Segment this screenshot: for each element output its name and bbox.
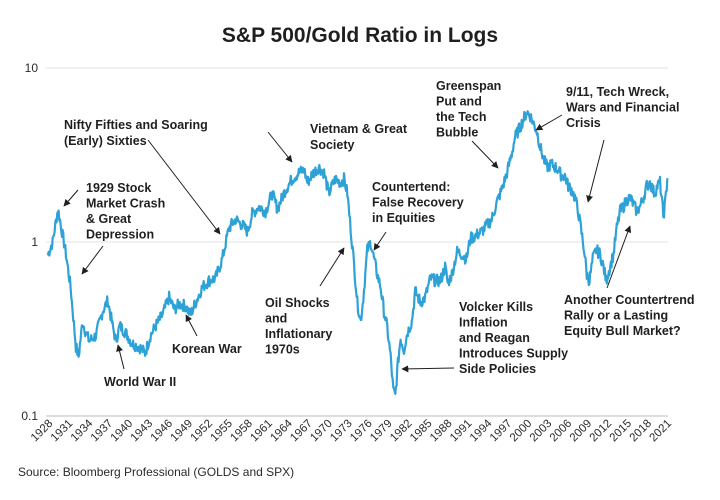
series-line-sp500-gold-ratio xyxy=(46,110,669,395)
x-tick-label: 1979 xyxy=(368,418,395,445)
y-axis: 10 1 0.1 xyxy=(21,61,38,423)
x-tick-label: 1964 xyxy=(268,417,295,444)
annotation-text: Oil Shocks and Inflationary 1970s xyxy=(265,296,336,357)
x-tick-label: 2006 xyxy=(548,418,575,445)
x-tick-label: 2009 xyxy=(568,418,595,445)
x-tick-label: 1940 xyxy=(109,418,136,445)
annotation-arrow xyxy=(401,365,455,373)
series-layer xyxy=(46,110,669,395)
annotation-arrow xyxy=(373,231,387,251)
x-axis: 1928193119341937194019431946194919521955… xyxy=(29,417,674,444)
x-tick-label: 2018 xyxy=(628,418,655,445)
annotation-text: World War II xyxy=(104,375,176,389)
x-tick-label: 1949 xyxy=(169,418,196,445)
x-tick-label: 1931 xyxy=(49,418,76,445)
annotation-nine-eleven: 9/11, Tech Wreck, Wars and Financial Cri… xyxy=(535,85,683,203)
grid xyxy=(46,67,668,417)
x-tick-label: 2021 xyxy=(648,418,675,445)
x-tick-label: 2015 xyxy=(608,418,635,445)
annotation-text: Korean War xyxy=(172,342,242,356)
y-tick-label: 0.1 xyxy=(21,409,38,423)
annotation-text: 1929 Stock Market Crash & Great Depressi… xyxy=(86,181,169,242)
annotation-korean-war: Korean War xyxy=(172,314,242,356)
annotation-volcker: Volcker Kills Inflation and Reagan Intro… xyxy=(401,300,572,376)
annotation-arrow xyxy=(63,189,79,207)
annotation-arrow xyxy=(471,140,499,169)
annotation-arrow xyxy=(535,114,563,131)
annotation-countertrend: Countertend: False Recovery in Equities xyxy=(372,180,467,251)
annotation-text: Another Countertrend Rally or a Lasting … xyxy=(564,293,698,338)
x-tick-label: 1988 xyxy=(428,418,455,445)
x-tick-label: 1955 xyxy=(208,418,235,445)
y-tick-label: 1 xyxy=(31,235,38,249)
annotation-arrow xyxy=(319,247,345,287)
annotation-vietnam: Vietnam & Great Society xyxy=(267,122,411,163)
annotation-text: Volcker Kills Inflation and Reagan Intro… xyxy=(459,300,572,376)
annotation-oil-shocks: Oil Shocks and Inflationary 1970s xyxy=(265,247,345,357)
x-tick-label: 1982 xyxy=(388,418,415,445)
annotation-text: Countertend: False Recovery in Equities xyxy=(372,180,467,225)
chart-title: S&P 500/Gold Ratio in Logs xyxy=(222,24,498,47)
annotation-arrow xyxy=(81,245,104,275)
annotation-world-war-ii: World War II xyxy=(104,344,176,389)
x-tick-label: 1973 xyxy=(328,418,355,445)
x-tick-label: 1952 xyxy=(189,418,216,445)
annotation-another-countertrend: Another Countertrend Rally or a Lasting … xyxy=(564,225,698,338)
x-tick-label: 1994 xyxy=(468,417,495,444)
x-tick-label: 1970 xyxy=(308,418,335,445)
annotation-arrow xyxy=(586,139,605,203)
x-tick-label: 1991 xyxy=(448,418,475,445)
annotation-arrow xyxy=(606,225,632,289)
x-tick-label: 2000 xyxy=(508,418,535,445)
chart-source: Source: Bloomberg Professional (GOLDS an… xyxy=(18,465,294,479)
y-tick-label: 10 xyxy=(25,61,39,75)
annotation-arrow xyxy=(267,131,293,163)
x-tick-label: 1985 xyxy=(408,418,435,445)
x-tick-label: 1958 xyxy=(228,418,255,445)
x-tick-label: 1961 xyxy=(248,418,275,445)
x-tick-label: 1934 xyxy=(69,417,96,444)
annotation-arrow xyxy=(147,139,221,235)
annotation-nifty-fifties: Nifty Fifties and Soaring (Early) Sixtie… xyxy=(64,118,221,235)
annotation-crash-1929: 1929 Stock Market Crash & Great Depressi… xyxy=(63,181,169,275)
x-tick-label: 1937 xyxy=(89,418,116,445)
x-tick-label: 2003 xyxy=(528,418,555,445)
annotation-arrow xyxy=(185,314,198,337)
annotation-text: Nifty Fifties and Soaring (Early) Sixtie… xyxy=(64,118,211,148)
x-tick-label: 1976 xyxy=(348,418,375,445)
annotation-text: 9/11, Tech Wreck, Wars and Financial Cri… xyxy=(566,85,683,130)
x-tick-label: 2012 xyxy=(588,418,615,445)
x-tick-label: 1997 xyxy=(488,418,515,445)
annotation-arrow xyxy=(116,344,125,370)
annotation-text: Vietnam & Great Society xyxy=(310,122,411,152)
x-tick-label: 1946 xyxy=(149,418,176,445)
annotation-text: Greenspan Put and the Tech Bubble xyxy=(436,79,505,140)
annotation-greenspan: Greenspan Put and the Tech Bubble xyxy=(436,79,505,169)
x-tick-label: 1943 xyxy=(129,418,156,445)
x-tick-label: 1967 xyxy=(288,418,315,445)
